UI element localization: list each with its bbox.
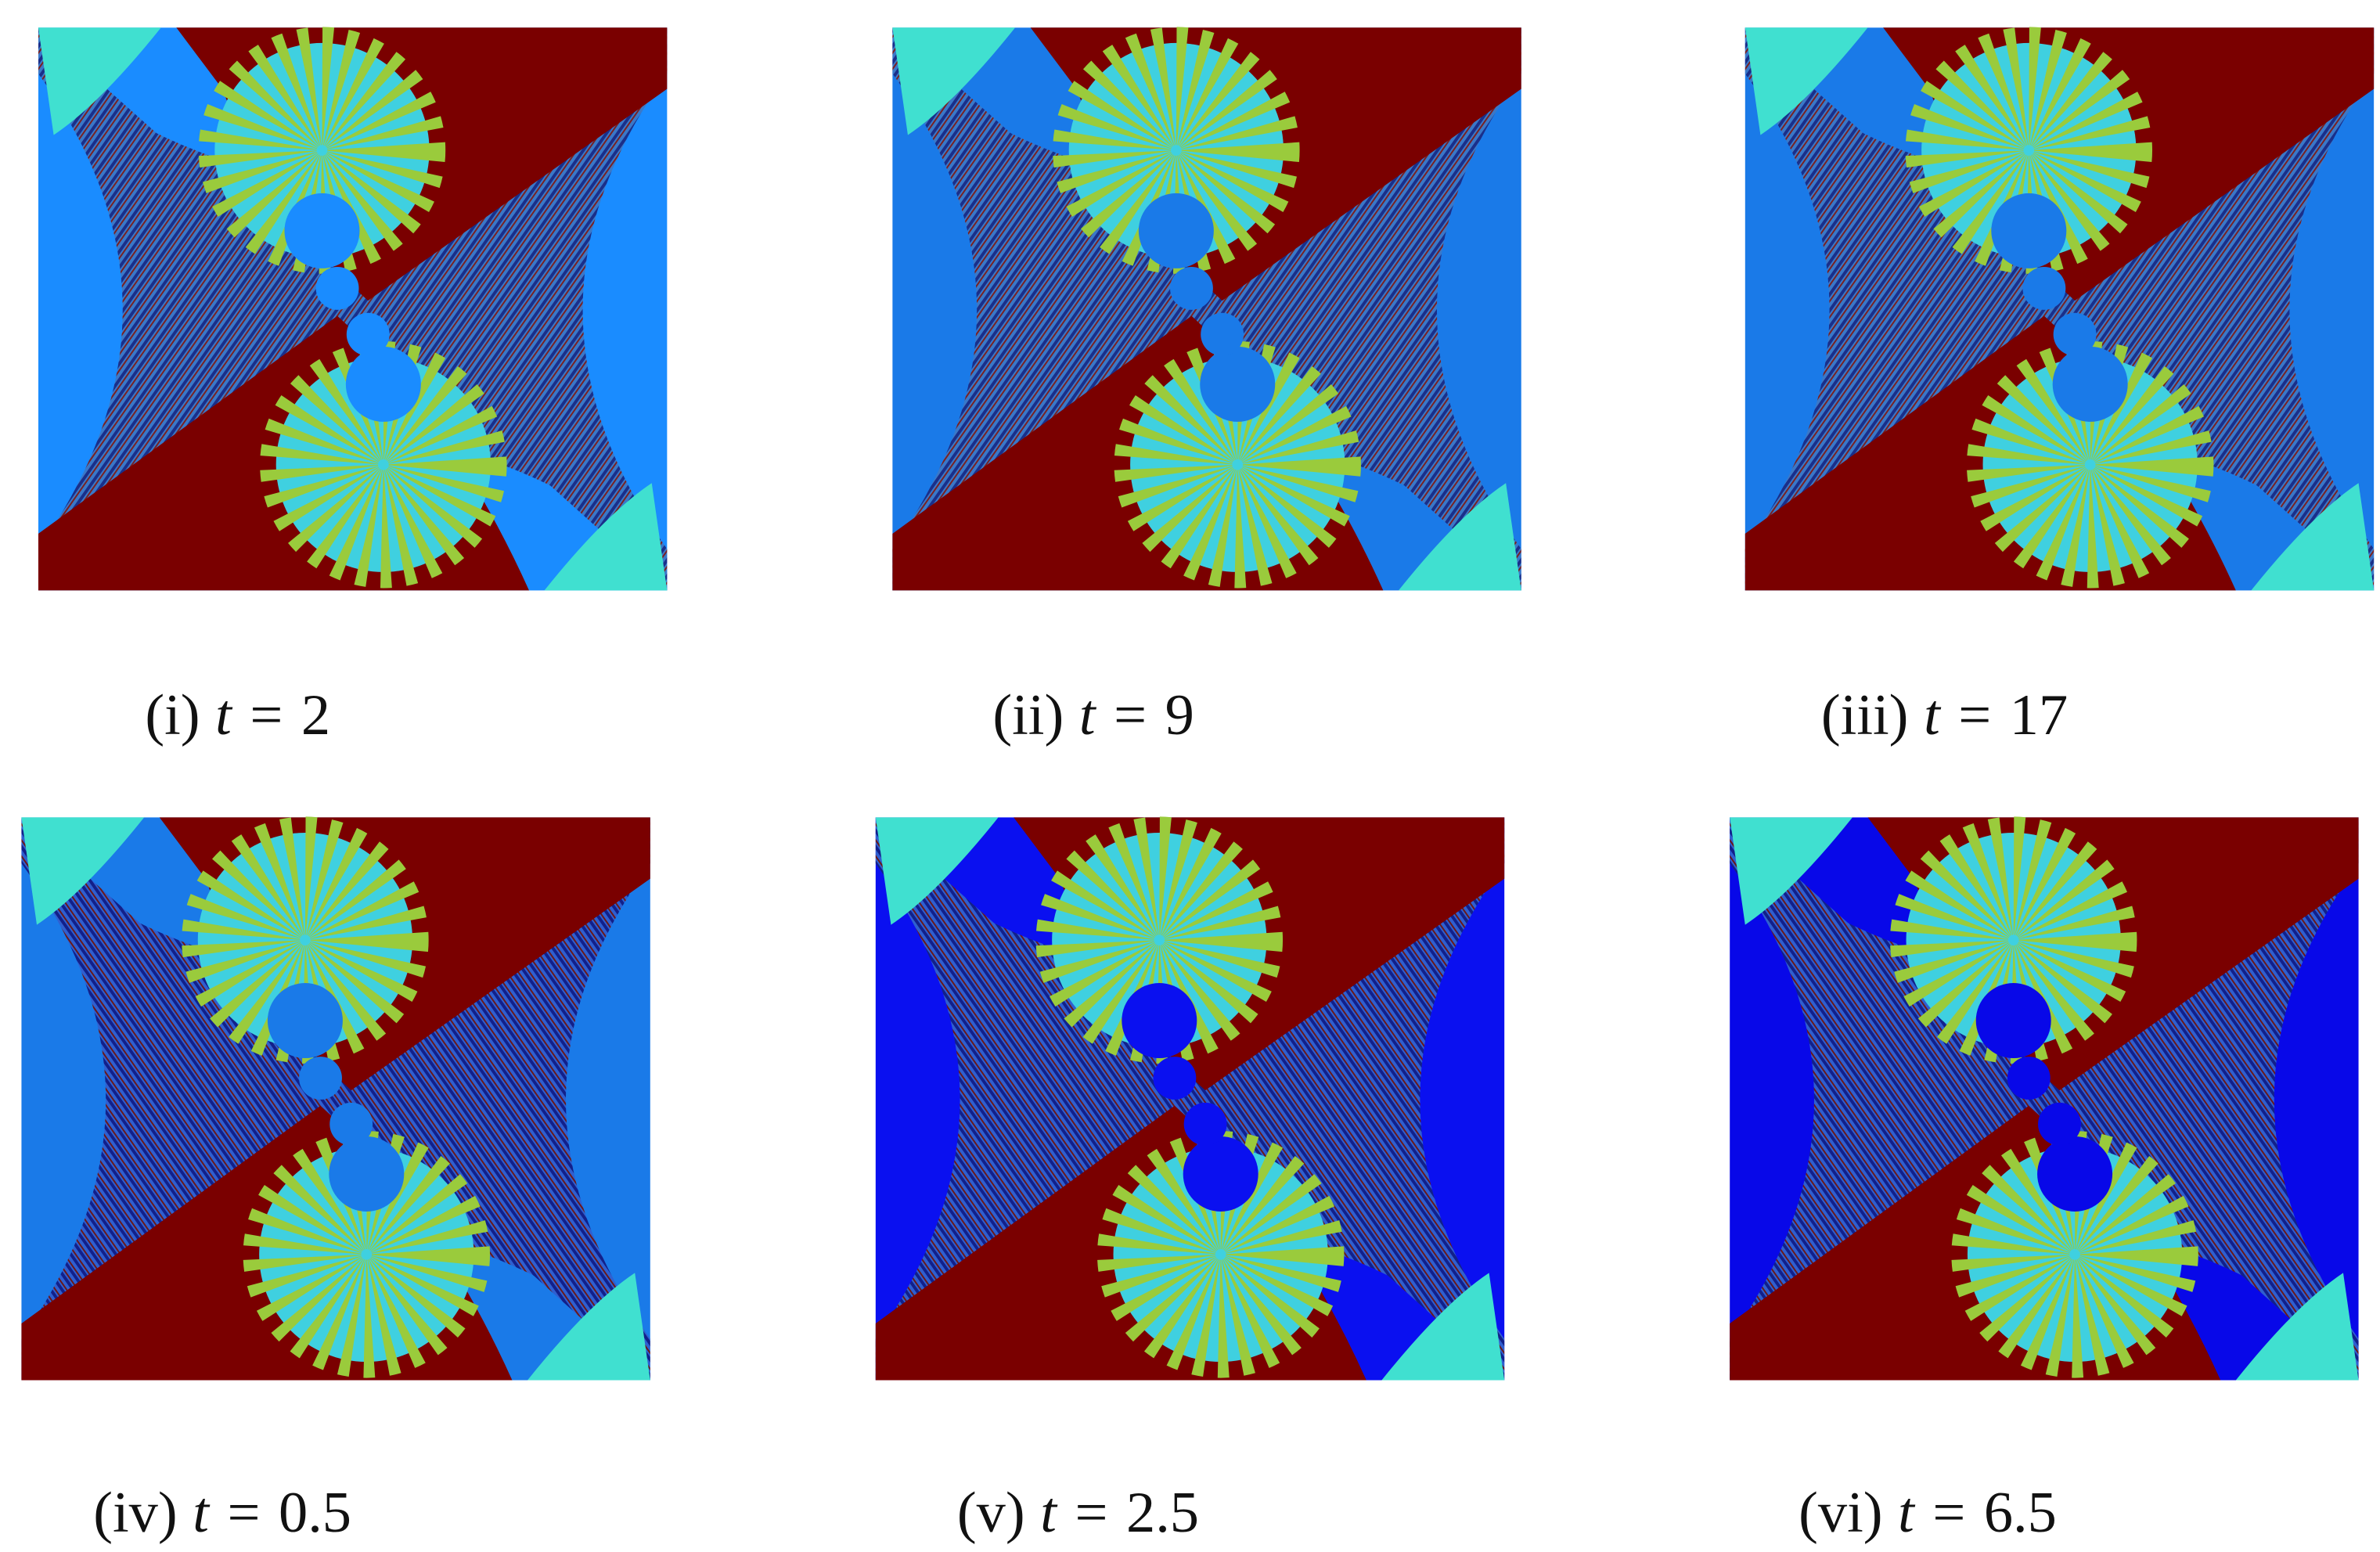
fan-rays [1114,341,1361,589]
fractal-image [38,27,668,591]
corner [2251,483,2375,591]
wing-left [1744,27,2060,591]
wing-left [21,817,337,1381]
caption: (iii) t = 17 [1821,683,2068,747]
blob [2022,266,2066,310]
caption: (vi) t = 6.5 [1799,1481,2057,1545]
fan-core [2037,1136,2113,1212]
blob [2038,1102,2081,1146]
corner [38,27,161,135]
caption-label: (iii) [1821,683,1909,747]
wing-left [892,27,1208,591]
corner [1730,817,1853,925]
corner [1744,27,1868,135]
wing-right [1207,27,1521,591]
wing-right [336,817,650,1381]
caption: (iv) t = 0.5 [93,1481,351,1545]
fan-rays [243,1131,491,1378]
corner [875,817,999,925]
fan-core [1200,346,1276,422]
caption-label: (ii) [992,683,1064,747]
caption-value: 6.5 [1984,1481,2057,1545]
fractal-image [1744,27,2375,591]
blob [1201,312,1244,356]
caption-variable: t [1079,683,1097,747]
caption-label: (vi) [1799,1481,1882,1545]
fan-core [2052,346,2128,422]
fan-rays [1966,341,2214,589]
wing-right [1190,817,1505,1381]
fan-core [284,193,360,268]
wing-left [1730,817,2044,1381]
fan-core [1975,983,2051,1059]
corner [2235,1273,2359,1381]
caption-relation: = [227,1481,260,1545]
corner [1398,483,1521,591]
caption-label: (iv) [93,1481,177,1545]
caption-value: 2.5 [1126,1481,1199,1545]
caption: (ii) t = 9 [992,683,1194,747]
fan-core [1138,193,1214,268]
caption-variable: t [215,683,233,747]
corner [892,27,1016,135]
blob [346,312,390,356]
blob [1153,1057,1197,1100]
wing-right [2059,27,2375,591]
blob [2007,1057,2051,1100]
fan-core [267,983,343,1059]
corner [527,1273,650,1381]
fan-rays [1951,1131,2198,1378]
caption-label: (i) [145,683,200,747]
wing-left [875,817,1190,1381]
fan-core [345,346,421,422]
caption-relation: = [250,683,283,747]
caption-relation: = [1075,1481,1107,1545]
corner [1381,1273,1505,1381]
caption-value: 17 [2010,683,2068,747]
blob [315,266,359,310]
caption-value: 0.5 [279,1481,351,1545]
blob [329,1102,373,1146]
caption-value: 9 [1165,683,1194,747]
blob [1183,1102,1227,1146]
corner [544,483,668,591]
wing-left [38,27,353,591]
caption-relation: = [1958,683,1991,747]
fractal-image [1730,816,2359,1381]
fractal-image [892,27,1521,591]
caption: (v) t = 2.5 [957,1481,1199,1545]
blob [1170,266,1213,310]
caption-variable: t [1924,683,1942,747]
fractal-image [21,816,650,1381]
caption-label: (v) [957,1481,1025,1545]
blob [2053,312,2097,356]
fan-core [1183,1136,1258,1212]
caption-variable: t [193,1481,211,1545]
caption: (i) t = 2 [145,683,330,747]
corner [21,817,145,925]
fan-core [1122,983,1197,1059]
caption-variable: t [1898,1481,1916,1545]
caption-relation: = [1114,683,1147,747]
fan-rays [260,341,507,589]
fan-core [1991,193,2067,268]
wing-right [2043,817,2359,1381]
fan-rays [1096,1131,1345,1378]
caption-variable: t [1040,1481,1058,1545]
caption-relation: = [1932,1481,1965,1545]
wing-right [352,27,668,591]
fan-core [329,1136,405,1212]
fractal-image [875,816,1505,1381]
blob [299,1057,342,1100]
caption-value: 2 [301,683,330,747]
